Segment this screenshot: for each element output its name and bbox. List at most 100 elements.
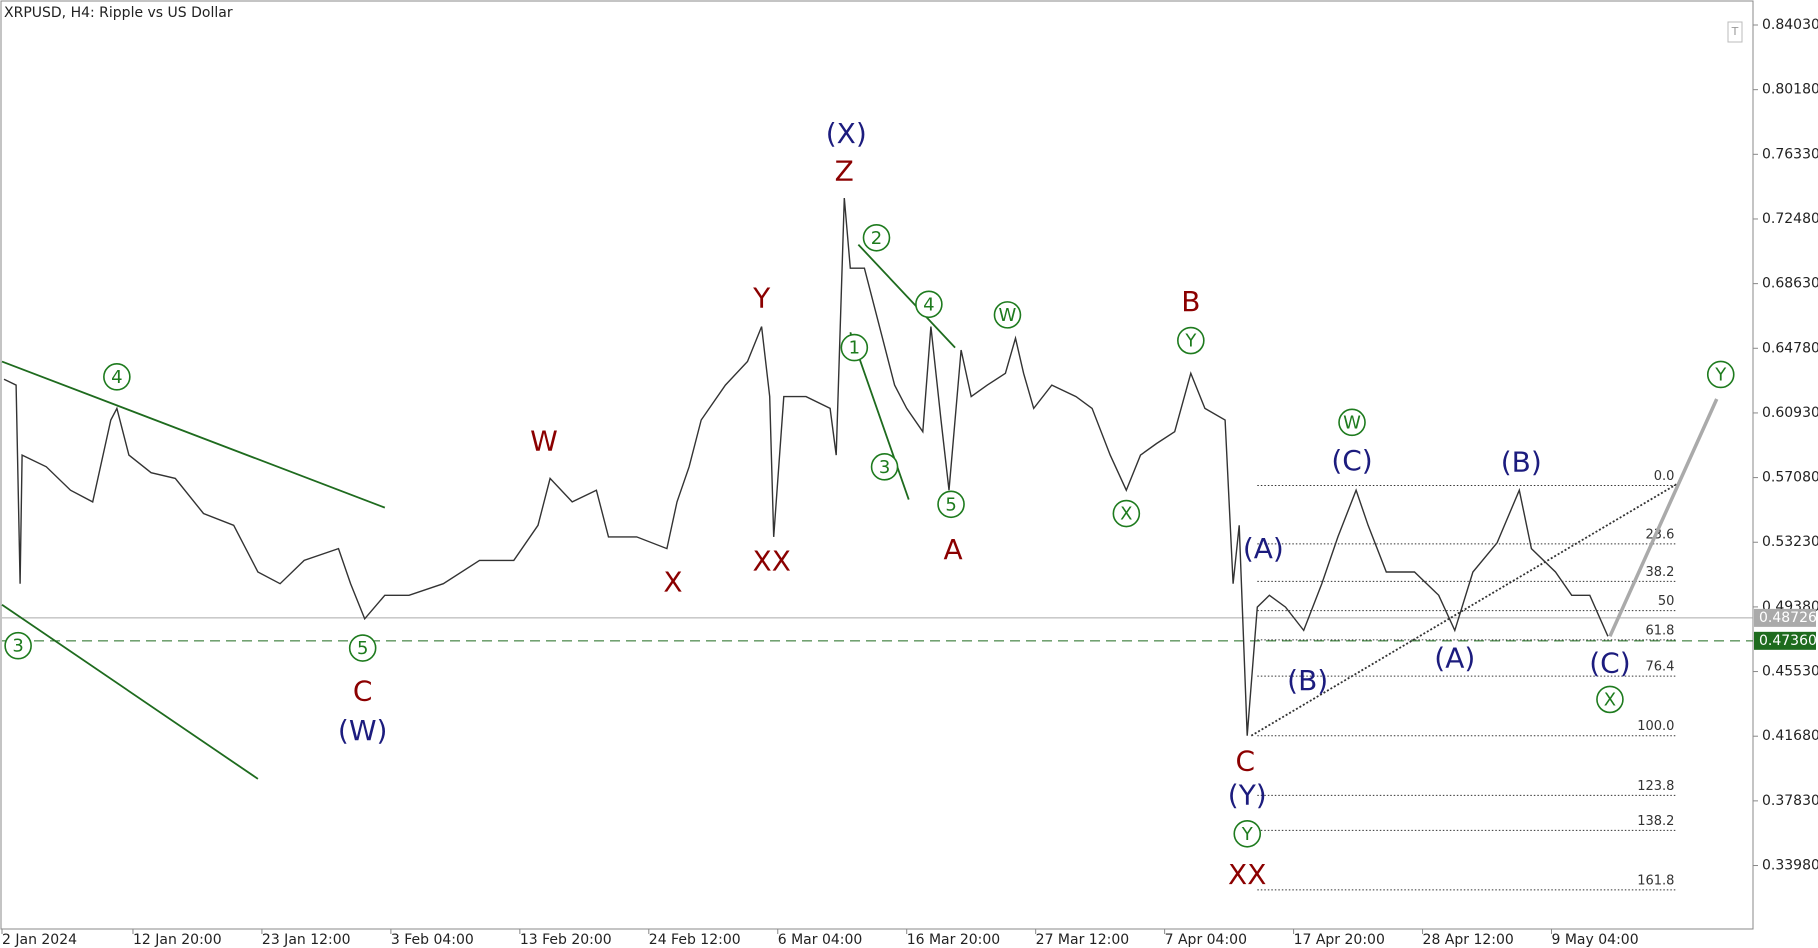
fib-level-label: 23.6: [1645, 527, 1674, 542]
y-tick-label: 0.33980: [1762, 858, 1818, 874]
wave-label-circle: [348, 634, 377, 662]
wave-label: Y: [752, 282, 771, 315]
price-line-series: [3, 197, 1609, 736]
x-tick-label: 24 Feb 12:00: [649, 932, 741, 948]
wave-label-circle: [1112, 499, 1141, 528]
price-tag: [1754, 608, 1816, 627]
wave-label-circle: [1233, 819, 1262, 848]
fib-level-label: 161.8: [1637, 873, 1674, 888]
wave-label-circle: [993, 301, 1022, 329]
wave-label: Y: [1241, 824, 1254, 845]
trendline: [1, 360, 386, 509]
x-tick-label: 28 Apr 12:00: [1423, 932, 1514, 948]
x-tick-label: 17 Apr 20:00: [1294, 932, 1385, 948]
chart-title: XRPUSD, H4: Ripple vs US Dollar: [4, 5, 233, 21]
wave-label: (X): [826, 117, 867, 150]
y-tick-label: 0.57080: [1762, 470, 1818, 486]
trendline: [857, 244, 956, 349]
wave-label: 5: [945, 494, 956, 515]
wave-label: 3: [12, 636, 23, 657]
wave-label: X: [1120, 504, 1132, 525]
x-tick-label: 3 Feb 04:00: [391, 932, 474, 948]
wave-label: (C): [1331, 444, 1372, 477]
x-tick-label: 2 Jan 2024: [2, 932, 77, 948]
fib-level-label: 50: [1658, 594, 1675, 609]
y-tick-label: 0.41680: [1762, 728, 1818, 744]
y-tick-label: 0.72480: [1762, 211, 1818, 227]
trendline: [1608, 398, 1719, 638]
wave-label: XX: [1228, 858, 1266, 891]
fib-level-label: 38.2: [1645, 565, 1674, 580]
wave-label: Z: [835, 154, 854, 187]
wave-label: Y: [1714, 364, 1727, 385]
wave-label-circle: [915, 290, 943, 319]
plot-frame: [0, 0, 1754, 930]
wave-label-circle: [4, 631, 32, 660]
trendline: [849, 332, 910, 500]
toolbar-icon-glyph: T: [1731, 25, 1739, 38]
y-tick-label: 0.45530: [1762, 664, 1818, 680]
fib-level-label: 123.8: [1637, 779, 1674, 794]
fib-level-label: 138.2: [1637, 814, 1674, 829]
wave-label: Y: [1184, 331, 1197, 352]
wave-label-circle: [1177, 326, 1205, 355]
x-tick-label: 6 Mar 04:00: [778, 932, 863, 948]
wave-label-circle: [937, 490, 965, 519]
x-tick-label: 9 May 04:00: [1552, 932, 1639, 948]
y-tick-label: 0.84030: [1762, 17, 1818, 33]
x-tick-label: 16 Mar 20:00: [907, 932, 1000, 948]
wave-label: W: [999, 305, 1017, 326]
wave-label: XX: [753, 545, 791, 578]
price-tag-label: 0.48726: [1759, 610, 1817, 626]
price-tag-label: 0.47360: [1759, 633, 1817, 649]
wave-label: X: [1604, 689, 1616, 710]
fib-level-label: 100.0: [1637, 719, 1674, 734]
wave-label: C: [1235, 745, 1255, 778]
x-tick-label: 13 Feb 20:00: [520, 932, 612, 948]
wave-label-circle: [840, 333, 869, 362]
wave-label: 1: [849, 338, 860, 359]
wave-label: (Y): [1228, 778, 1267, 811]
y-tick-label: 0.80180: [1762, 82, 1818, 98]
toolbar-icon[interactable]: [1727, 21, 1743, 43]
y-tick-label: 0.76330: [1762, 146, 1818, 162]
wave-label: C: [353, 674, 373, 707]
wave-label-circle: [1706, 360, 1735, 389]
y-tick-label: 0.64780: [1762, 340, 1818, 356]
wave-label: 2: [871, 228, 882, 249]
wave-label: (B): [1287, 664, 1328, 697]
y-tick-label: 0.68630: [1762, 276, 1818, 292]
wave-label: W: [530, 424, 558, 457]
wave-label: A: [943, 533, 962, 566]
wave-label: 3: [879, 457, 890, 478]
fib-level-label: 61.8: [1645, 623, 1674, 638]
fib-level-label: 76.4: [1645, 660, 1674, 675]
wave-label-circle: [870, 453, 899, 481]
x-tick-label: 27 Mar 12:00: [1036, 932, 1129, 948]
y-tick-label: 0.60930: [1762, 405, 1818, 421]
y-tick-label: 0.37830: [1762, 793, 1818, 809]
wave-label: W: [1343, 412, 1361, 433]
wave-label: (B): [1501, 445, 1542, 478]
wave-label-circle: [103, 363, 131, 391]
wave-label: (A): [1434, 642, 1475, 675]
wave-label: X: [663, 566, 682, 599]
wave-label: (C): [1589, 646, 1630, 679]
wave-label: 4: [111, 367, 122, 388]
x-tick-label: 12 Jan 20:00: [133, 932, 222, 948]
fib-level-label: 0.0: [1654, 469, 1675, 484]
wave-label: (A): [1243, 532, 1284, 565]
price-tag: [1754, 631, 1816, 650]
wave-label: 4: [923, 294, 934, 315]
x-tick-label: 23 Jan 12:00: [262, 932, 351, 948]
y-tick-label: 0.53230: [1762, 534, 1818, 550]
wave-label-circle: [1596, 685, 1624, 714]
x-tick-label: 7 Apr 04:00: [1165, 932, 1247, 948]
trendline: [1, 603, 259, 780]
wave-label: B: [1181, 285, 1200, 318]
wave-label-circle: [1338, 408, 1366, 437]
wave-label: 5: [357, 638, 368, 659]
wave-label: (W): [338, 714, 388, 747]
